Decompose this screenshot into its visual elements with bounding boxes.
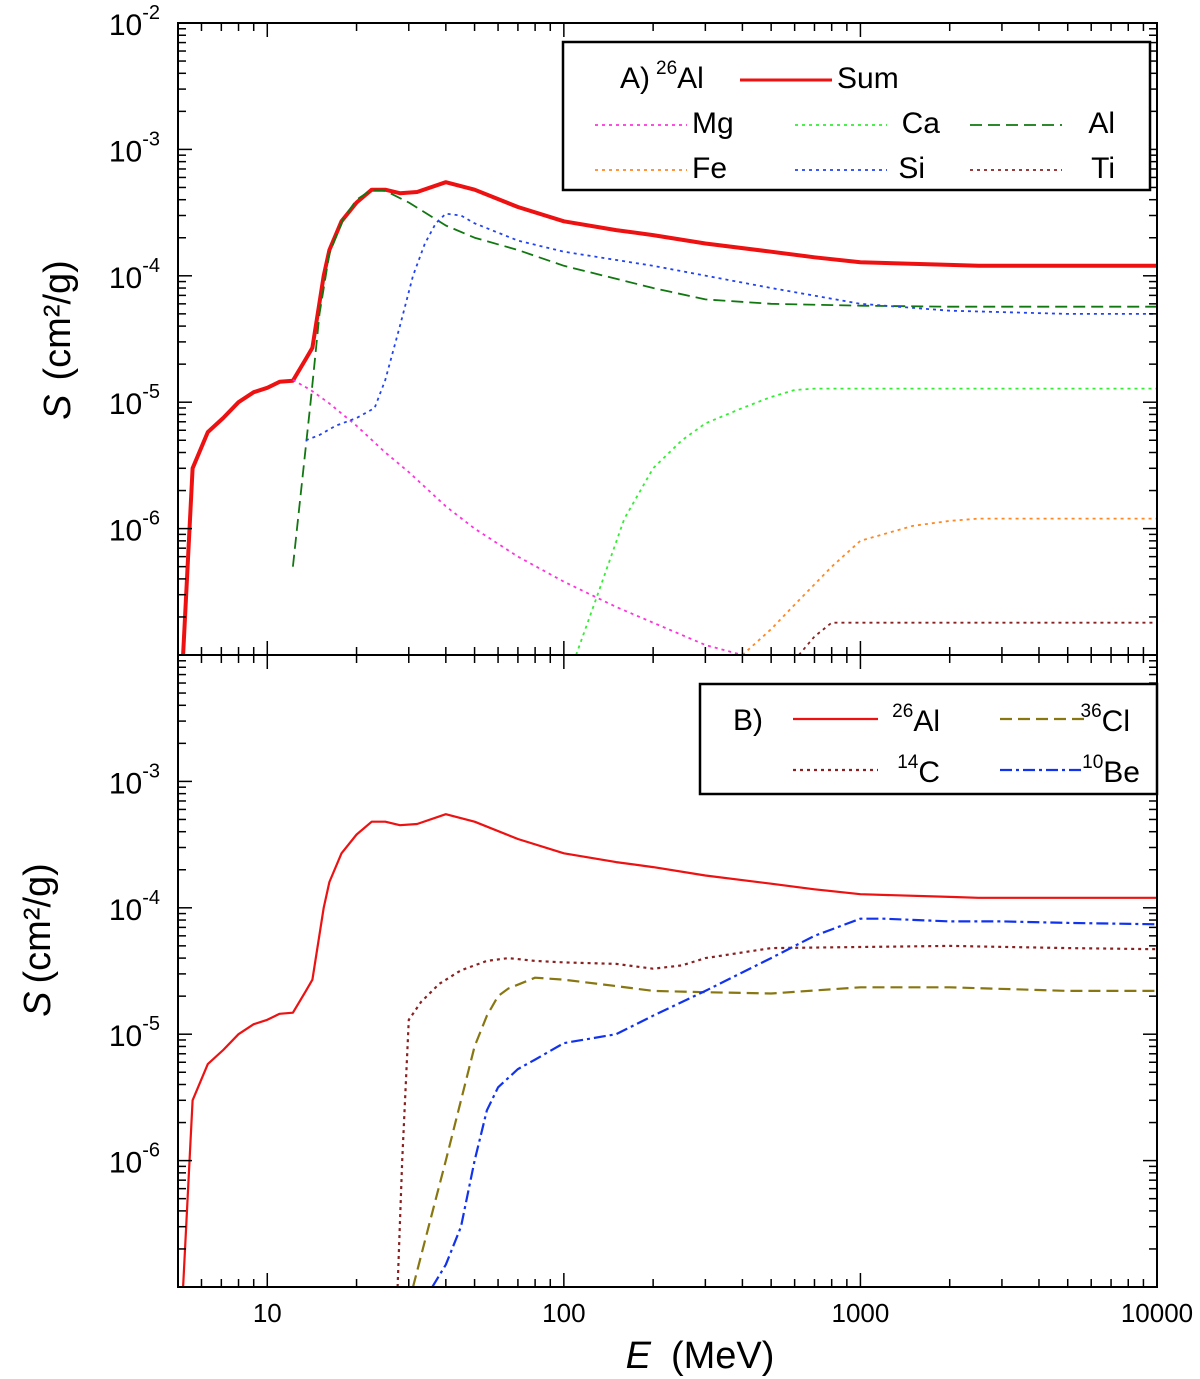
legend-label-si: Si xyxy=(898,152,925,185)
legend-label-mg: Mg xyxy=(692,107,734,140)
series-line-b-2 xyxy=(396,944,1157,1287)
panel-b-legend-title: B) xyxy=(733,704,763,737)
series-line-a-3 xyxy=(292,188,1157,567)
x-tick-label: 100 xyxy=(542,1298,585,1328)
y-tick-label: 10-3 xyxy=(109,128,160,168)
y-tick-label: 10-2 xyxy=(109,2,160,42)
y-tick-label: 10-4 xyxy=(109,255,160,295)
panel-b-series-lines xyxy=(182,813,1157,1287)
panel-a-legend-box xyxy=(561,40,1152,192)
panel-a-y-label: S(cm²/g) xyxy=(37,260,79,420)
panel-a: 10-2 10-3 10-4 10-5 10-6 S(cm²/g) A) 26Al Sum… xyxy=(37,2,1158,656)
x-tick-labels: 10 100 1000 10000 xyxy=(253,1298,1193,1328)
legend-label-sum: Sum xyxy=(837,62,899,95)
panel-a-series-lines xyxy=(181,180,1157,655)
series-line-b-1 xyxy=(411,976,1157,1287)
series-line-a-0 xyxy=(181,180,1157,655)
y-tick-label: 10-4 xyxy=(109,887,160,927)
series-line-a-4 xyxy=(741,517,1157,655)
series-line-a-6 xyxy=(798,621,1157,655)
x-tick-label: 10000 xyxy=(1121,1298,1193,1328)
legend-label-fe: Fe xyxy=(692,152,727,185)
series-line-a-2 xyxy=(575,387,1157,655)
x-tick-label: 1000 xyxy=(832,1298,890,1328)
panel-b-y-label: S(cm²/g) xyxy=(17,863,59,1017)
series-line-b-3 xyxy=(431,917,1157,1287)
legend-label-10be: 10Be xyxy=(1082,752,1140,789)
x-tick-label: 10 xyxy=(253,1298,282,1328)
legend-label-ti: Ti xyxy=(1091,152,1115,185)
series-line-b-0 xyxy=(182,813,1157,1287)
legend-label-al: Al xyxy=(1088,107,1115,140)
legend-label-14c: 14C xyxy=(897,752,940,789)
legend-label-36cl: 36Cl xyxy=(1081,701,1130,738)
panel-b: 10-3 10-4 10-5 10-6 S(cm²/g) B) 26Al 36Cl 14C… xyxy=(17,654,1159,1288)
y-tick-label: 10-5 xyxy=(109,1013,160,1053)
x-axis-label: E (MeV) xyxy=(626,1335,775,1377)
y-tick-label: 10-3 xyxy=(109,760,160,800)
y-tick-label: 10-5 xyxy=(109,381,160,421)
panel-b-ticks: 10-3 10-4 10-5 10-6 xyxy=(109,654,1158,1288)
panel-b-legend: B) 26Al 36Cl 14C 10Be xyxy=(698,682,1159,796)
panel-a-ticks: 10-2 10-3 10-4 10-5 10-6 xyxy=(109,2,1158,656)
panel-a-legend: A) 26Al Sum Mg Ca Al Fe Si Ti xyxy=(561,40,1152,192)
panel-b-legend-box xyxy=(698,682,1159,796)
legend-label-26al: 26Al xyxy=(892,701,940,738)
series-line-a-5 xyxy=(305,212,1157,442)
panel-a-legend-title: A) 26Al xyxy=(620,58,704,95)
y-tick-label: 10-6 xyxy=(109,1140,160,1180)
series-line-a-1 xyxy=(292,379,743,655)
panel-b-frame xyxy=(177,654,1158,1288)
legend-label-ca: Ca xyxy=(902,107,941,140)
y-tick-label: 10-6 xyxy=(109,508,160,548)
